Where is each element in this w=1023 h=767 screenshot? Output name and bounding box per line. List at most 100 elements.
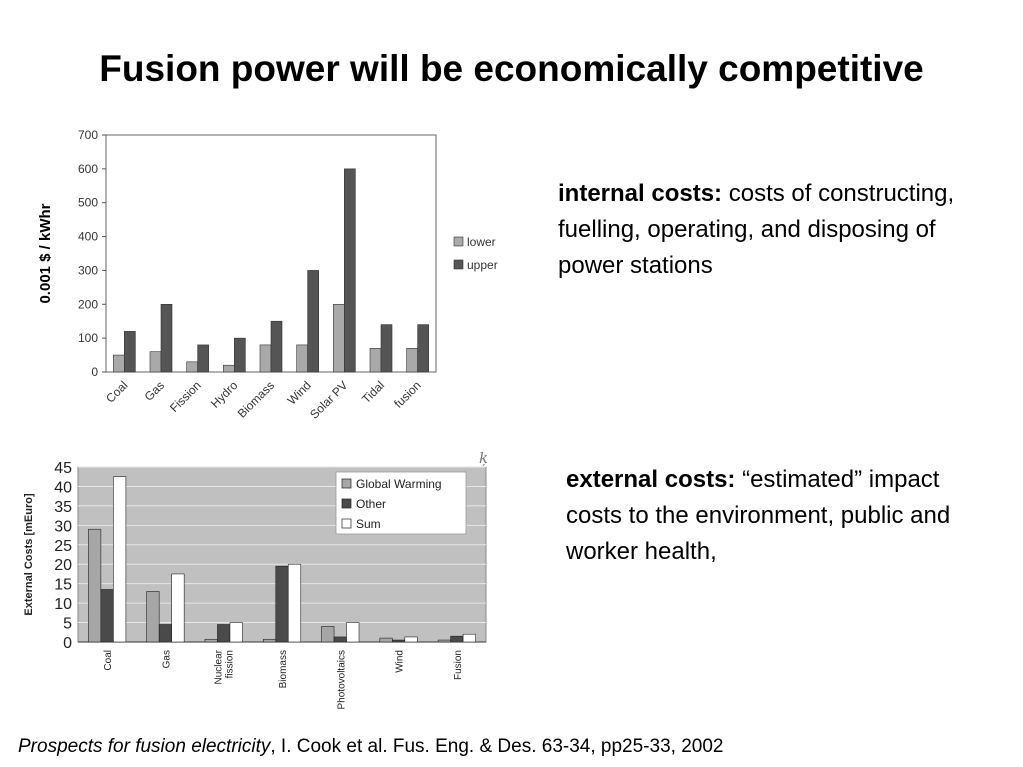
bar (149, 351, 162, 373)
y-tick-label: 10 (54, 596, 72, 613)
x-tick-label: Tidal (359, 378, 387, 406)
y-tick-label: 500 (78, 196, 98, 210)
x-tick-label-line: Fusion (453, 650, 464, 680)
y-tick-label: 45 (54, 460, 72, 477)
x-tick-label-line: Nuclear (214, 649, 225, 684)
legend-label: Sum (356, 517, 381, 531)
bar (296, 344, 308, 373)
internal-costs-note: internal costs: costs of constructing, f… (558, 176, 958, 284)
legend-label: lower (467, 235, 496, 249)
bar (223, 364, 235, 373)
bar (158, 624, 172, 643)
x-tick-label: Wind (395, 650, 406, 673)
x-tick-label: Nuclearfission (214, 649, 236, 684)
y-tick-label: 200 (78, 297, 98, 311)
y-tick-label: 30 (54, 518, 72, 535)
bar (404, 636, 418, 643)
x-tick-label: Hydro (208, 378, 241, 411)
bar (333, 303, 345, 373)
y-axis-label: External Costs [mEuro] (23, 493, 35, 616)
bar (417, 324, 429, 373)
bar (380, 324, 393, 373)
x-tick-label: Gas (161, 650, 172, 668)
y-tick-label: 300 (78, 263, 98, 277)
x-tick-label: Gas (142, 378, 167, 403)
legend-label: Other (356, 497, 386, 511)
x-tick-label: Coal (103, 650, 114, 671)
internal-costs-text: costs of constructing, fuelling, operati… (558, 180, 955, 279)
bar (124, 331, 136, 373)
bar (307, 270, 319, 373)
y-tick-label: 100 (78, 331, 98, 345)
bar (270, 320, 283, 373)
y-axis-label: 0.001 $ / kWhr (37, 203, 54, 303)
x-tick-label: Fission (167, 378, 204, 415)
legend-swatch (341, 518, 352, 529)
legend-swatch (341, 498, 352, 509)
bar (369, 348, 382, 373)
bar (262, 638, 277, 643)
internal-costs-chart: 0 100 200 300 400 500 600 700 Coal Gas Fission Hydr… (37, 128, 498, 420)
x-tick-label: Biomass (235, 378, 277, 420)
bar (462, 633, 476, 643)
legend-swatch (341, 478, 352, 489)
y-tick-label: 15 (54, 577, 72, 594)
citation-title: Prospects for fusion electricity (18, 736, 271, 757)
bar (204, 638, 218, 643)
x-tick-label-line: fission (225, 650, 236, 678)
x-tick-label-line: Biomass (278, 650, 289, 688)
bar (392, 639, 406, 643)
y-tick-label: 35 (54, 499, 72, 516)
bar (287, 563, 302, 643)
y-tick-label: 700 (78, 128, 98, 142)
y-tick-label: 0 (91, 365, 98, 379)
x-tick-label-line: Photovoltaics (336, 650, 347, 709)
x-tick-label: Coal (103, 378, 130, 405)
legend-swatch (453, 236, 464, 247)
x-tick-label: Wind (285, 378, 314, 407)
y-tick-label: 400 (78, 230, 98, 244)
bar (259, 344, 272, 373)
bar (344, 168, 356, 373)
bar (406, 348, 418, 373)
bar (217, 624, 231, 643)
x-tick-label-line: Wind (395, 650, 406, 673)
bar (346, 622, 360, 643)
y-tick-label: 40 (54, 479, 72, 496)
x-tick-label-line: Coal (103, 650, 114, 671)
external-costs-chart: 0 5 10 15 20 25 30 35 40 45 Coal Gas Nuclearfission B… (23, 460, 487, 709)
bar (113, 354, 125, 373)
legend-label: Global Warming (356, 477, 442, 491)
citation: Prospects for fusion electricity, I. Coo… (18, 736, 723, 758)
bar (186, 361, 198, 373)
x-tick-label: Photovoltaics (336, 650, 347, 709)
x-tick-label: Solar PV (307, 378, 350, 420)
external-costs-note: external costs: “estimated” impact costs… (566, 462, 986, 570)
x-tick-label: Fusion (453, 650, 464, 680)
slide-title: Fusion power will be economically compet… (99, 48, 924, 89)
bar (113, 476, 127, 643)
x-tick-label: Biomass (278, 650, 289, 688)
stray-glyph: ķ (479, 449, 489, 467)
bar (275, 565, 289, 643)
bar (171, 573, 185, 643)
bar (379, 637, 393, 643)
legend-swatch (453, 259, 464, 270)
bar (88, 528, 102, 643)
internal-costs-heading: internal costs: (558, 180, 723, 207)
external-costs-text: “estimated” impact costs to the environm… (566, 466, 951, 565)
external-costs-heading: external costs: (566, 466, 736, 493)
legend-box (335, 471, 467, 535)
bar (160, 303, 173, 373)
citation-rest: , I. Cook et al. Fus. Eng. & Des. 63-34,… (270, 736, 724, 757)
y-tick-label: 5 (63, 616, 72, 633)
y-tick-label: 600 (78, 162, 98, 176)
bar (437, 639, 451, 643)
x-tick-label-line: Gas (161, 650, 172, 668)
y-tick-label: 0 (63, 635, 72, 652)
bar (229, 622, 243, 643)
bar (197, 344, 209, 373)
bar (321, 626, 335, 643)
y-tick-label: 20 (54, 557, 72, 574)
x-tick-label: fusion (391, 378, 424, 411)
